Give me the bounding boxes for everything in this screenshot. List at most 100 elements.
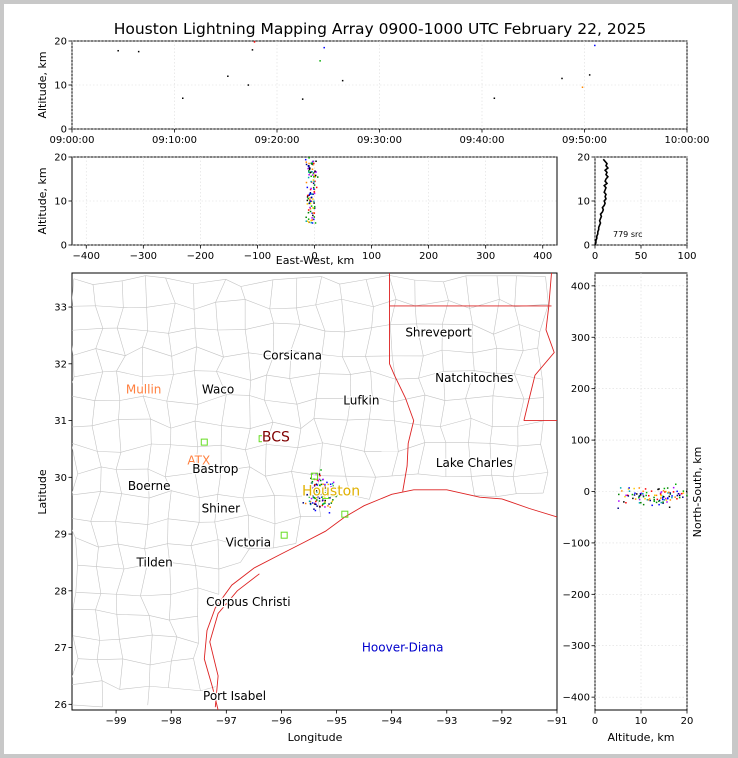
source-point: [311, 193, 313, 195]
county-line: [115, 521, 148, 525]
county-line: [143, 395, 167, 402]
county-line: [147, 469, 150, 499]
source-point: [319, 60, 321, 62]
source-point: [315, 171, 317, 173]
latitude-axis-label: 30: [54, 473, 67, 484]
source-point: [309, 197, 311, 199]
barrier-island: [209, 573, 260, 708]
source-point: [316, 491, 319, 494]
source-point: [634, 498, 637, 500]
source-point: [311, 212, 313, 214]
lma-figure: Houston Lightning Mapping Array 0900-100…: [36, 20, 709, 744]
county-line: [125, 346, 143, 356]
county-lines: [72, 275, 549, 708]
county-line: [119, 639, 124, 659]
county-line: [148, 664, 151, 687]
source-point: [312, 496, 314, 499]
longitude-axis-label: −92: [491, 716, 512, 727]
county-line: [74, 371, 103, 378]
source-point: [638, 496, 640, 499]
source-point: [312, 212, 314, 214]
source-point: [309, 491, 312, 493]
county-line: [118, 400, 121, 420]
county-line: [199, 494, 218, 498]
county-line: [170, 587, 198, 595]
county-line: [97, 451, 121, 453]
county-line: [395, 377, 419, 380]
source-point: [633, 494, 636, 496]
source-point: [326, 481, 328, 484]
source-point: [638, 502, 641, 504]
source-point: [314, 483, 316, 486]
altitude-axis-label: 10: [635, 716, 648, 727]
source-point: [305, 163, 308, 166]
county-line: [295, 516, 301, 544]
source-point: [640, 501, 642, 504]
county-line: [518, 324, 540, 333]
eastwest-axis-label: 300: [476, 251, 495, 262]
lma-station-marker: [280, 531, 288, 539]
latitude-axis-label: 27: [54, 643, 67, 654]
source-point: [669, 493, 672, 495]
county-line: [115, 493, 122, 522]
county-line: [368, 396, 373, 420]
county-line: [119, 658, 124, 690]
source-point: [314, 170, 316, 172]
source-point: [308, 157, 310, 159]
source-point: [310, 491, 313, 494]
county-line: [249, 395, 251, 429]
county-line: [443, 275, 466, 283]
county-line: [315, 304, 326, 332]
source-point: [660, 501, 663, 504]
county-line: [167, 490, 172, 519]
county-line: [72, 278, 75, 305]
source-point: [312, 207, 314, 209]
county-line: [245, 428, 251, 450]
county-line: [216, 370, 251, 381]
county-line: [322, 442, 341, 447]
county-line: [244, 329, 249, 353]
city-label: Shreveport: [405, 326, 472, 340]
altitude-axis-label: 20: [54, 37, 67, 48]
source-point: [312, 179, 315, 181]
county-line: [417, 442, 426, 475]
county-line: [72, 680, 103, 686]
time-axis-label: 09:10:00: [152, 135, 197, 146]
county-line: [344, 327, 372, 333]
source-point: [628, 490, 631, 492]
source-point: [662, 496, 665, 498]
source-point: [323, 46, 325, 49]
source-point: [311, 219, 314, 221]
county-line: [273, 543, 296, 549]
source-point: [660, 497, 662, 499]
county-line: [197, 394, 227, 405]
city-label: Lake Charles: [436, 456, 513, 470]
source-point: [306, 194, 309, 197]
source-point: [314, 497, 316, 500]
county-line: [197, 616, 199, 644]
county-line: [72, 355, 75, 377]
source-point: [628, 487, 630, 489]
county-line: [388, 275, 397, 300]
source-point: [307, 165, 310, 167]
source-point: [321, 504, 324, 507]
county-line: [274, 516, 301, 525]
county-line: [240, 286, 246, 300]
county-line: [269, 307, 297, 310]
county-line: [72, 327, 103, 331]
source-point: [313, 162, 315, 165]
county-line: [72, 529, 76, 538]
county-line: [197, 587, 219, 595]
source-point: [312, 193, 314, 196]
county-line: [398, 442, 425, 452]
source-point: [313, 202, 315, 204]
source-point: [314, 174, 317, 177]
source-point: [634, 492, 636, 494]
county-line: [165, 277, 176, 304]
longitude-xlabel: Longitude: [288, 731, 343, 744]
time-axis-label: 09:20:00: [255, 135, 300, 146]
county-line: [193, 658, 201, 691]
county-line: [443, 281, 449, 301]
county-line: [273, 350, 291, 357]
county-line: [95, 305, 124, 308]
